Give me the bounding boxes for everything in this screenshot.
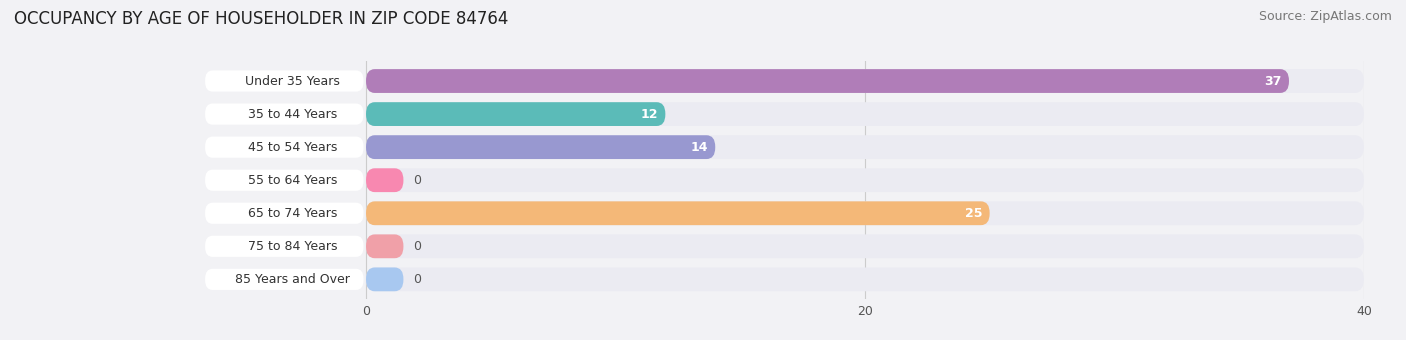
FancyBboxPatch shape bbox=[205, 103, 364, 125]
FancyBboxPatch shape bbox=[366, 201, 990, 225]
FancyBboxPatch shape bbox=[366, 201, 1364, 225]
FancyBboxPatch shape bbox=[366, 135, 716, 159]
Text: 25: 25 bbox=[965, 207, 983, 220]
Text: 85 Years and Over: 85 Years and Over bbox=[235, 273, 350, 286]
Text: 75 to 84 Years: 75 to 84 Years bbox=[247, 240, 337, 253]
FancyBboxPatch shape bbox=[205, 269, 364, 290]
Text: 45 to 54 Years: 45 to 54 Years bbox=[247, 141, 337, 154]
Text: OCCUPANCY BY AGE OF HOUSEHOLDER IN ZIP CODE 84764: OCCUPANCY BY AGE OF HOUSEHOLDER IN ZIP C… bbox=[14, 10, 509, 28]
FancyBboxPatch shape bbox=[366, 69, 1289, 93]
FancyBboxPatch shape bbox=[366, 268, 404, 291]
Text: 65 to 74 Years: 65 to 74 Years bbox=[247, 207, 337, 220]
FancyBboxPatch shape bbox=[205, 137, 364, 158]
Text: 0: 0 bbox=[413, 240, 422, 253]
FancyBboxPatch shape bbox=[366, 234, 404, 258]
FancyBboxPatch shape bbox=[366, 268, 1364, 291]
Text: Source: ZipAtlas.com: Source: ZipAtlas.com bbox=[1258, 10, 1392, 23]
FancyBboxPatch shape bbox=[205, 70, 364, 91]
Text: 12: 12 bbox=[640, 107, 658, 121]
FancyBboxPatch shape bbox=[366, 168, 404, 192]
Text: 37: 37 bbox=[1264, 74, 1281, 87]
Text: 0: 0 bbox=[413, 174, 422, 187]
FancyBboxPatch shape bbox=[366, 135, 1364, 159]
FancyBboxPatch shape bbox=[366, 102, 665, 126]
FancyBboxPatch shape bbox=[205, 236, 364, 257]
FancyBboxPatch shape bbox=[205, 170, 364, 191]
FancyBboxPatch shape bbox=[366, 234, 1364, 258]
Text: Under 35 Years: Under 35 Years bbox=[245, 74, 340, 87]
FancyBboxPatch shape bbox=[366, 102, 1364, 126]
Text: 35 to 44 Years: 35 to 44 Years bbox=[247, 107, 337, 121]
FancyBboxPatch shape bbox=[366, 69, 1364, 93]
FancyBboxPatch shape bbox=[205, 203, 364, 224]
Text: 55 to 64 Years: 55 to 64 Years bbox=[247, 174, 337, 187]
Text: 14: 14 bbox=[690, 141, 707, 154]
FancyBboxPatch shape bbox=[366, 168, 1364, 192]
Text: 0: 0 bbox=[413, 273, 422, 286]
